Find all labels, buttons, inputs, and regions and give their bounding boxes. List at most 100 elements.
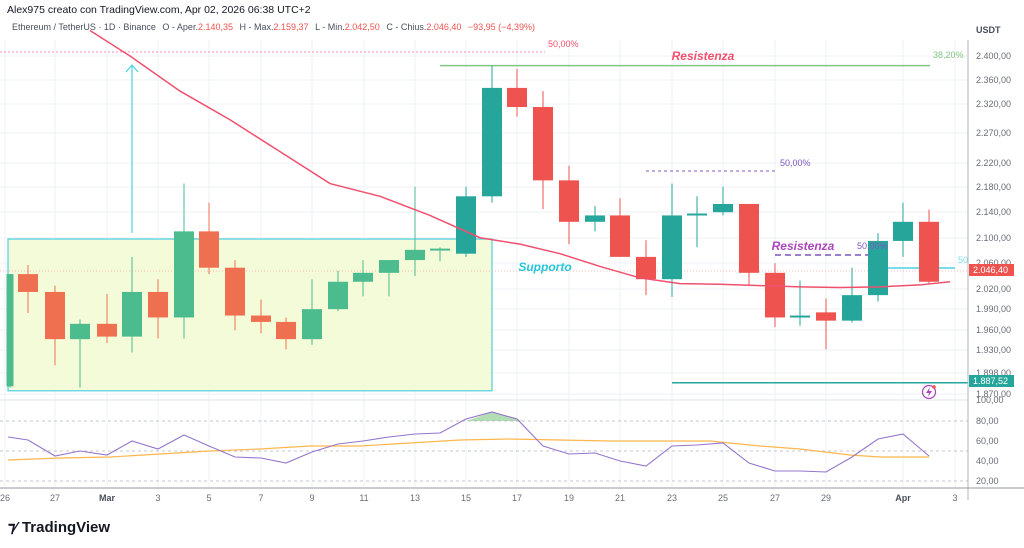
candle [430, 247, 450, 262]
time-tick-label[interactable]: 25 [718, 493, 728, 503]
candle-body [148, 291, 168, 318]
resistance-label-mid[interactable]: Resistenza [772, 239, 835, 253]
time-tick-label[interactable]: 7 [258, 493, 263, 503]
candle [765, 263, 785, 328]
support-zone[interactable] [7, 64, 493, 392]
price-tick-label[interactable]: 1.898,00 [976, 368, 1011, 378]
time-tick-label[interactable]: 26 [0, 493, 10, 503]
resistance-label-top[interactable]: Resistenza [672, 49, 735, 63]
time-tick-label[interactable]: Mar [99, 493, 116, 503]
candle [174, 183, 194, 339]
open-label: O - Aper. [162, 22, 198, 32]
time-tick-label[interactable]: 11 [359, 493, 368, 503]
fib-label-382[interactable]: 38,20% [933, 50, 964, 60]
price-tick-label[interactable]: 1.930,00 [976, 345, 1011, 355]
candle [585, 205, 605, 232]
time-tick-label[interactable]: 9 [309, 493, 314, 503]
rsi-overbought-fill [466, 412, 523, 421]
rsi-pane[interactable] [0, 399, 968, 482]
price-tick-label[interactable]: 2.180,00 [976, 182, 1011, 192]
candle-body [790, 315, 810, 318]
tradingview-brand[interactable]: ⁊⁄ TradingView [8, 518, 111, 537]
price-tick-label[interactable]: 1.960,00 [976, 325, 1011, 335]
candle-body [6, 274, 14, 387]
current-price-tag: 2.046,40 [973, 265, 1008, 275]
low-label: L - Min. [315, 22, 345, 32]
rsi-tick-label[interactable]: 60,00 [976, 436, 999, 446]
support-price-tag: 1.887,52 [973, 376, 1008, 386]
candle [456, 186, 476, 257]
rsi-tick-label[interactable]: 40,00 [976, 456, 999, 466]
time-tick-label[interactable]: 29 [821, 493, 831, 503]
price-tick-label[interactable]: 2.400,00 [976, 51, 1011, 61]
time-tick-label[interactable]: 27 [50, 493, 60, 503]
rsi-ma-line [7, 438, 929, 461]
level-lines[interactable] [0, 51, 968, 384]
time-tick-label[interactable]: 19 [564, 493, 574, 503]
price-tick-label[interactable]: 1.990,00 [976, 304, 1011, 314]
price-tick-label[interactable]: 2.100,00 [976, 233, 1011, 243]
candle-body [225, 267, 245, 316]
candle [70, 319, 90, 388]
price-tick-label[interactable]: 2.360,00 [976, 75, 1011, 85]
low-value: 2.042,50 [344, 22, 380, 32]
lightning-icon[interactable] [921, 384, 937, 400]
candle-body [45, 291, 65, 340]
time-tick-label[interactable]: 17 [512, 493, 522, 503]
support-zone-box[interactable] [7, 238, 493, 392]
time-tick-label[interactable]: 3 [952, 493, 957, 503]
candle-body [456, 196, 476, 254]
high-value: 2.159,37 [273, 22, 309, 32]
price-tick-label[interactable]: 2.060,00 [976, 258, 1011, 268]
candle-body [353, 272, 373, 282]
time-tick-label[interactable]: 3 [155, 493, 160, 503]
price-tick-label[interactable]: 1.870,00 [976, 389, 1011, 399]
time-tick-label[interactable]: 13 [410, 493, 420, 503]
price-tick-label[interactable]: 2.220,00 [976, 158, 1011, 168]
symbol-name[interactable]: Ethereum / TetherUS · 1D · Binance [12, 22, 156, 32]
candle-body [533, 107, 553, 181]
fib-label-50-top[interactable]: 50,00% [548, 39, 579, 49]
candle [662, 183, 682, 298]
current-price-tag-bg [969, 264, 1014, 276]
price-tick-label[interactable]: 2.270,00 [976, 128, 1011, 138]
candle [251, 299, 271, 334]
candle-body [842, 295, 862, 321]
time-tick-label[interactable]: Apr [895, 493, 911, 503]
price-tick-label[interactable]: 2.320,00 [976, 99, 1011, 109]
time-tick-label[interactable]: 15 [461, 493, 471, 503]
support-label[interactable]: Supporto [518, 260, 571, 274]
fib-label-50-mid[interactable]: 50,00% [780, 158, 811, 168]
time-tick-label[interactable]: 27 [770, 493, 780, 503]
fib-label-50-low[interactable]: 50,00% [857, 241, 888, 251]
brand-name: TradingView [21, 518, 111, 536]
candle [687, 196, 707, 248]
support-price-tag-bg [969, 375, 1014, 387]
candle-body [174, 231, 194, 318]
annotations[interactable]: Resistenza Resistenza Supporto 50,00% 38,20%… [518, 39, 968, 400]
candle-body [687, 213, 707, 216]
candle [919, 209, 939, 285]
axes[interactable]: 2.400,00 2.360,00 2.320,00 2.270,00 2.220,00… [0, 40, 1024, 503]
price-tick-label[interactable]: 2.140,00 [976, 207, 1011, 217]
candle [610, 198, 630, 257]
time-tick-label[interactable]: 5 [206, 493, 211, 503]
fib-label-50-edge[interactable]: 50 [958, 255, 968, 265]
price-unit: USDT [976, 25, 1001, 35]
time-tick-label[interactable]: 21 [615, 493, 625, 503]
time-tick-label[interactable]: 23 [667, 493, 677, 503]
ema-polyline [89, 29, 951, 289]
candle [636, 240, 656, 296]
rsi-tick-label[interactable]: 20,00 [976, 476, 999, 486]
candle-body [585, 215, 605, 222]
candle-body [276, 321, 296, 340]
candle-body [919, 221, 939, 282]
rsi-tick-label[interactable]: 100,00 [976, 395, 1004, 405]
rsi-tick-label[interactable]: 80,00 [976, 416, 999, 426]
candle [482, 65, 502, 203]
arrow-head-icon [125, 64, 139, 73]
open-value: 2.140,35 [197, 22, 233, 32]
price-tick-label[interactable]: 2.020,00 [976, 284, 1011, 294]
candle-body [507, 87, 527, 108]
